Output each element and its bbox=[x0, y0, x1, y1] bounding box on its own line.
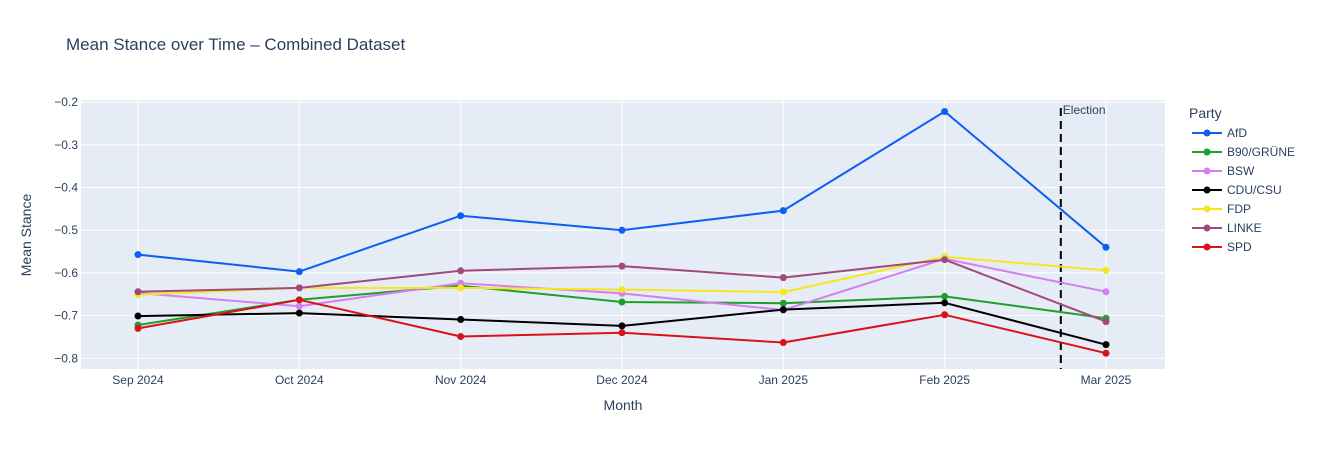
data-point[interactable] bbox=[134, 251, 142, 259]
data-point[interactable] bbox=[457, 212, 465, 220]
legend-item[interactable]: LINKE bbox=[1192, 221, 1262, 235]
y-axis-title: Mean Stance bbox=[18, 194, 34, 277]
legend-label: LINKE bbox=[1227, 221, 1262, 235]
legend-label: FDP bbox=[1227, 202, 1251, 216]
y-tick-label: −0.4 bbox=[54, 181, 78, 195]
series-lines bbox=[134, 108, 1110, 357]
legend-item[interactable]: BSW bbox=[1192, 164, 1255, 178]
series-SPD[interactable] bbox=[134, 296, 1110, 357]
x-tick-label: Mar 2025 bbox=[1081, 373, 1132, 387]
data-point[interactable] bbox=[1102, 243, 1110, 251]
data-point[interactable] bbox=[295, 309, 303, 317]
legend-label: AfD bbox=[1227, 126, 1247, 140]
y-tick-label: −0.6 bbox=[54, 266, 78, 280]
data-point[interactable] bbox=[134, 324, 142, 332]
legend-label: BSW bbox=[1227, 164, 1255, 178]
y-tick-label: −0.7 bbox=[54, 309, 78, 323]
legend-swatch-marker bbox=[1203, 243, 1211, 251]
data-point[interactable] bbox=[618, 298, 626, 306]
data-point[interactable] bbox=[1102, 318, 1110, 326]
data-point[interactable] bbox=[457, 284, 465, 292]
axis-ticks: Sep 2024 Oct 2024 Nov 2024 Dec 2024 Jan 2025… bbox=[54, 95, 1131, 387]
legend-swatch-marker bbox=[1203, 205, 1211, 213]
data-point[interactable] bbox=[779, 306, 787, 314]
legend-title: Party bbox=[1189, 105, 1222, 121]
legend-swatch-marker bbox=[1203, 224, 1211, 232]
data-point[interactable] bbox=[941, 299, 949, 307]
data-point[interactable] bbox=[779, 207, 787, 215]
legend-item[interactable]: SPD bbox=[1192, 240, 1252, 254]
data-point[interactable] bbox=[457, 333, 465, 341]
data-point[interactable] bbox=[618, 329, 626, 337]
legend-swatch-marker bbox=[1203, 148, 1211, 156]
legend-item[interactable]: B90/GRÜNE bbox=[1192, 145, 1295, 159]
legend[interactable]: Party AfD B90/GRÜNE BSW CDU/CSU FDP LINKE SPD bbox=[1189, 105, 1295, 254]
legend-label: B90/GRÜNE bbox=[1227, 145, 1295, 159]
x-tick-label: Feb 2025 bbox=[919, 373, 970, 387]
legend-item[interactable]: AfD bbox=[1192, 126, 1247, 140]
x-tick-label: Jan 2025 bbox=[759, 373, 809, 387]
data-point[interactable] bbox=[134, 312, 142, 320]
data-point[interactable] bbox=[1102, 288, 1110, 296]
x-tick-label: Nov 2024 bbox=[435, 373, 487, 387]
x-tick-label: Sep 2024 bbox=[112, 373, 164, 387]
x-tick-label: Oct 2024 bbox=[275, 373, 324, 387]
y-tick-label: −0.5 bbox=[54, 223, 78, 237]
x-axis-title: Month bbox=[604, 397, 643, 413]
data-point[interactable] bbox=[618, 262, 626, 270]
legend-label: SPD bbox=[1227, 240, 1252, 254]
y-tick-label: −0.2 bbox=[54, 95, 78, 109]
data-point[interactable] bbox=[295, 302, 303, 310]
data-point[interactable] bbox=[779, 299, 787, 307]
y-tick-label: −0.3 bbox=[54, 138, 78, 152]
data-point[interactable] bbox=[295, 268, 303, 276]
series-AfD[interactable] bbox=[134, 108, 1110, 276]
election-label: Election bbox=[1063, 103, 1106, 117]
data-point[interactable] bbox=[618, 286, 626, 294]
legend-swatch-marker bbox=[1203, 186, 1211, 194]
data-point[interactable] bbox=[779, 274, 787, 282]
legend-label: CDU/CSU bbox=[1227, 183, 1282, 197]
data-point[interactable] bbox=[457, 267, 465, 275]
data-point[interactable] bbox=[779, 288, 787, 296]
chart-title: Mean Stance over Time – Combined Dataset bbox=[66, 35, 406, 54]
data-point[interactable] bbox=[618, 322, 626, 330]
data-point[interactable] bbox=[457, 315, 465, 323]
data-point[interactable] bbox=[295, 296, 303, 304]
legend-item[interactable]: FDP bbox=[1192, 202, 1251, 216]
legend-swatch-marker bbox=[1203, 167, 1211, 175]
data-point[interactable] bbox=[941, 311, 949, 319]
data-point[interactable] bbox=[134, 288, 142, 296]
data-point[interactable] bbox=[779, 339, 787, 347]
data-point[interactable] bbox=[1102, 266, 1110, 274]
data-point[interactable] bbox=[295, 284, 303, 292]
data-point[interactable] bbox=[1102, 349, 1110, 357]
series-LINKE[interactable] bbox=[134, 256, 1110, 326]
data-point[interactable] bbox=[941, 108, 949, 116]
data-point[interactable] bbox=[618, 226, 626, 234]
legend-item[interactable]: CDU/CSU bbox=[1192, 183, 1282, 197]
x-tick-label: Dec 2024 bbox=[596, 373, 648, 387]
election-annotation: Election bbox=[1059, 103, 1106, 369]
data-point[interactable] bbox=[941, 256, 949, 264]
data-point[interactable] bbox=[1102, 341, 1110, 349]
data-point[interactable] bbox=[941, 292, 949, 300]
series-CDU/CSU[interactable] bbox=[134, 299, 1110, 349]
legend-swatch-marker bbox=[1203, 129, 1211, 137]
y-tick-label: −0.8 bbox=[54, 351, 78, 365]
